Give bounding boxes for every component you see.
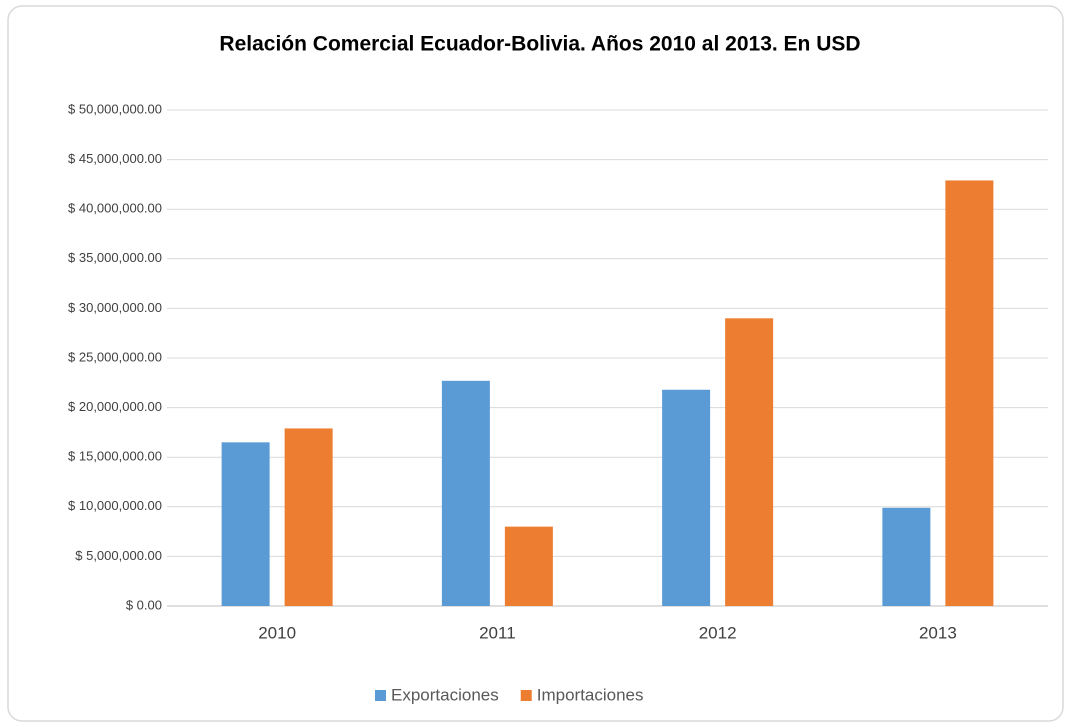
bar <box>221 442 270 606</box>
y-tick-label: $ 30,000,000.00 <box>68 300 162 315</box>
bar <box>945 180 994 606</box>
x-tick-label: 2013 <box>919 623 957 642</box>
chart-frame <box>7 5 1064 722</box>
bar <box>441 380 490 606</box>
y-tick-label: $ 0.00 <box>126 597 162 612</box>
bar <box>662 389 711 606</box>
bar <box>504 526 553 606</box>
legend-label: Exportaciones <box>391 685 499 704</box>
bar <box>725 318 774 606</box>
y-tick-label: $ 5,000,000.00 <box>75 548 162 563</box>
chart-title: Relación Comercial Ecuador-Bolivia. Años… <box>219 33 860 56</box>
y-tick-label: $ 15,000,000.00 <box>68 449 162 464</box>
legend-label: Importaciones <box>537 685 644 704</box>
x-tick-label: 2010 <box>258 623 296 642</box>
y-tick-label: $ 35,000,000.00 <box>68 250 162 265</box>
legend-swatch <box>520 690 532 701</box>
bar <box>882 507 931 606</box>
y-tick-label: $ 50,000,000.00 <box>68 101 162 116</box>
y-tick-label: $ 45,000,000.00 <box>68 151 162 166</box>
x-tick-label: 2012 <box>699 623 737 642</box>
legend-swatch <box>375 690 386 701</box>
y-tick-label: $ 20,000,000.00 <box>68 399 162 414</box>
bar <box>284 428 333 606</box>
y-tick-label: $ 40,000,000.00 <box>68 201 162 216</box>
y-tick-label: $ 10,000,000.00 <box>68 498 162 513</box>
x-tick-label: 2011 <box>479 623 516 642</box>
y-tick-label: $ 25,000,000.00 <box>68 349 162 364</box>
